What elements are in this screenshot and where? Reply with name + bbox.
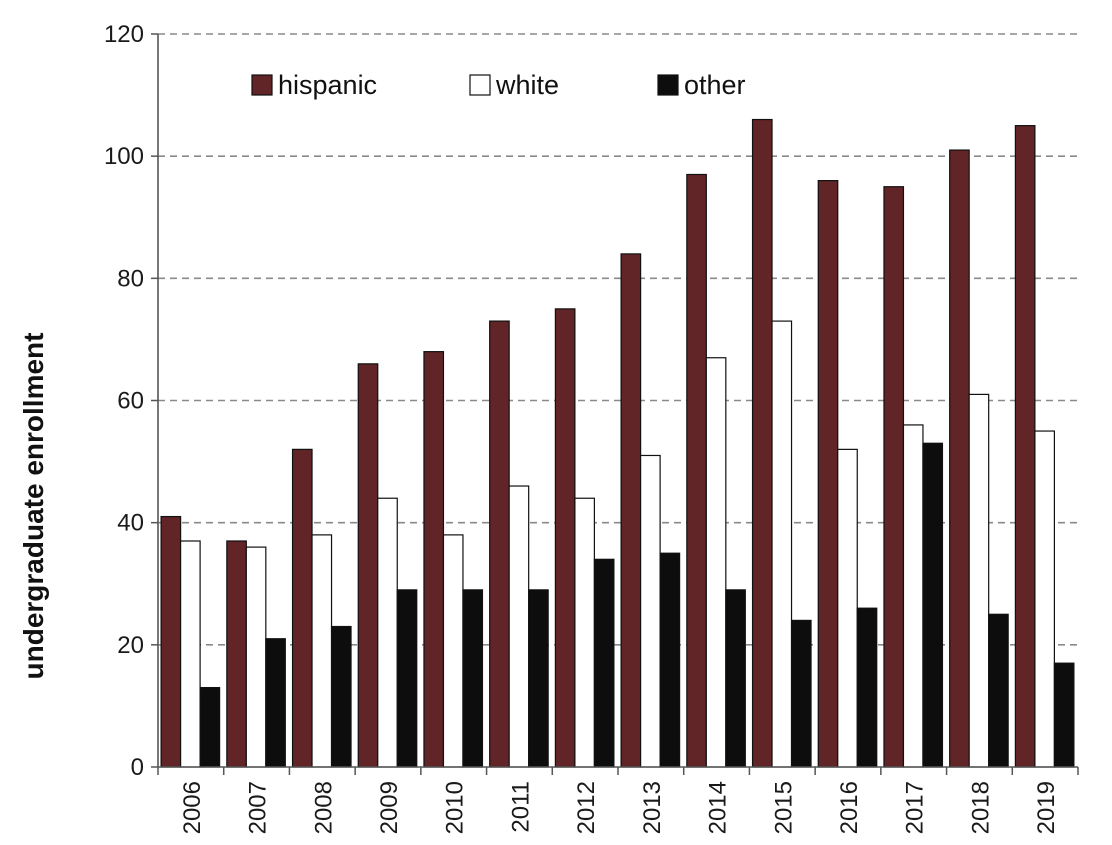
y-tick-label: 80 [117, 265, 144, 292]
y-tick-labels: 0 20 40 60 80 100 120 [104, 21, 144, 781]
bar-other-2016 [856, 607, 878, 768]
x-tick-label: 2018 [967, 781, 994, 834]
legend-swatch-other [657, 74, 679, 96]
y-tick-label: 40 [117, 510, 144, 537]
y-tick-label: 20 [117, 632, 144, 659]
bar-other-2012 [593, 558, 615, 768]
bar-white-2019 [1034, 430, 1055, 768]
x-tick-label: 2012 [573, 781, 600, 834]
bar-white-2014 [705, 357, 727, 768]
bar-white-2007 [245, 546, 267, 768]
x-tick-label: 2017 [902, 781, 929, 834]
x-tick-label: 2011 [507, 781, 534, 833]
legend: hispanic white other [251, 70, 746, 100]
bar-white-2011 [508, 485, 530, 768]
y-tick-label: 0 [131, 754, 144, 781]
bar-other-2015 [790, 619, 812, 768]
x-tick-label: 2019 [1033, 781, 1060, 834]
bar-other-2010 [462, 589, 484, 768]
bar-white-2009 [377, 497, 398, 768]
bar-white-2012 [574, 497, 595, 768]
bar-other-2018 [988, 613, 1009, 768]
bar-other-2014 [725, 589, 746, 768]
bar-other-2013 [659, 552, 681, 768]
bar-other-2019 [1053, 662, 1075, 768]
bar-hispanic-2013 [620, 253, 642, 768]
legend-label-hispanic: hispanic [278, 70, 377, 100]
bar-hispanic-2015 [751, 118, 773, 768]
x-tick-label: 2013 [639, 781, 666, 834]
bar-white-2013 [640, 454, 661, 768]
bar-other-2007 [265, 638, 286, 768]
bar-white-2006 [180, 540, 201, 768]
y-tick-label: 60 [117, 388, 144, 415]
axes [151, 33, 1079, 775]
x-tick-label: 2014 [705, 781, 732, 834]
x-tick-label: 2006 [179, 781, 206, 834]
bar-hispanic-2017 [883, 186, 905, 768]
bar-white-2016 [837, 448, 858, 768]
bar-other-2008 [330, 625, 352, 768]
bar-hispanic-2019 [1014, 125, 1036, 768]
legend-swatch-hispanic [251, 74, 273, 96]
x-tick-label: 2008 [310, 781, 337, 834]
x-tick-label: 2016 [836, 781, 863, 834]
bar-hispanic-2016 [817, 180, 839, 768]
bar-other-2017 [922, 442, 944, 768]
bar-hispanic-2018 [949, 149, 970, 768]
bar-other-2011 [528, 589, 549, 768]
bar-white-2010 [442, 534, 464, 768]
bar-hispanic-2009 [357, 363, 379, 768]
bar-white-2015 [771, 320, 793, 768]
bars [160, 118, 1075, 768]
bar-hispanic-2010 [423, 351, 445, 768]
bar-hispanic-2011 [489, 320, 510, 768]
x-tick-label: 2015 [770, 781, 797, 834]
x-tick-label: 2009 [376, 781, 403, 834]
legend-label-other: other [684, 70, 746, 100]
bar-hispanic-2006 [160, 515, 182, 768]
legend-swatch-white [469, 74, 491, 96]
gridlines [158, 33, 1078, 646]
bar-other-2009 [396, 589, 418, 768]
x-tick-labels: 2006 2007 2008 2009 2010 2011 2012 2013 2014 2015… [179, 781, 1060, 834]
y-tick-label: 100 [104, 143, 144, 170]
y-axis-label: undergraduate enrollment [18, 333, 49, 680]
y-tick-label: 120 [104, 21, 144, 48]
bar-white-2018 [968, 393, 990, 768]
x-tick-label: 2007 [245, 781, 272, 834]
bar-hispanic-2012 [554, 308, 576, 768]
legend-label-white: white [495, 70, 559, 100]
x-tick-label: 2010 [442, 781, 469, 834]
bar-hispanic-2008 [291, 448, 313, 768]
bar-white-2017 [902, 424, 924, 768]
bar-hispanic-2014 [686, 173, 707, 768]
bar-other-2006 [199, 686, 221, 768]
bar-white-2008 [311, 534, 333, 768]
bar-hispanic-2007 [226, 540, 247, 768]
